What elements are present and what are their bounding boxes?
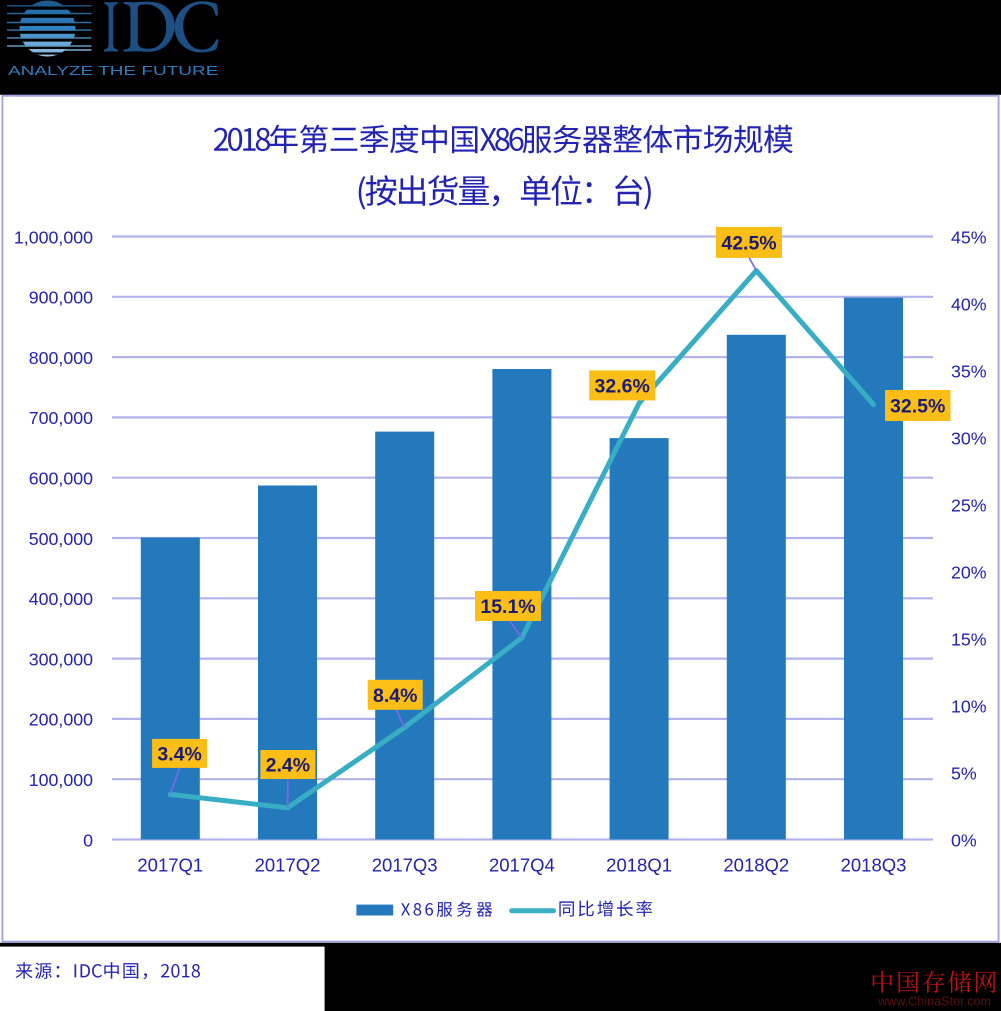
svg-text:3.4%: 3.4% (157, 743, 201, 765)
svg-text:5%: 5% (951, 763, 977, 783)
svg-text:0%: 0% (951, 830, 977, 850)
svg-text:15%: 15% (951, 629, 987, 649)
svg-text:300,000: 300,000 (29, 649, 93, 669)
svg-text:2.4%: 2.4% (266, 755, 310, 777)
svg-text:20%: 20% (951, 562, 987, 582)
svg-text:1,000,000: 1,000,000 (14, 227, 93, 247)
svg-text:42.5%: 42.5% (721, 232, 776, 254)
svg-text:600,000: 600,000 (29, 469, 93, 489)
svg-text:500,000: 500,000 (29, 529, 93, 549)
svg-text:15.1%: 15.1% (480, 596, 535, 618)
svg-text:2017Q1: 2017Q1 (137, 855, 203, 876)
svg-text:ANALYZE THE FUTURE: ANALYZE THE FUTURE (8, 63, 218, 78)
svg-text:400,000: 400,000 (29, 589, 93, 609)
svg-text:2018Q3: 2018Q3 (841, 855, 907, 876)
svg-text:45%: 45% (951, 227, 987, 247)
svg-text:100,000: 100,000 (29, 770, 93, 790)
svg-text:2017Q4: 2017Q4 (489, 855, 555, 876)
svg-text:2017Q3: 2017Q3 (372, 855, 438, 876)
svg-text:10%: 10% (951, 696, 987, 716)
svg-text:0: 0 (83, 830, 93, 850)
svg-text:32.6%: 32.6% (595, 375, 650, 397)
svg-text:40%: 40% (951, 294, 987, 314)
svg-text:2018Q1: 2018Q1 (606, 855, 672, 876)
svg-text:700,000: 700,000 (29, 408, 93, 428)
svg-text:800,000: 800,000 (29, 348, 93, 368)
svg-text:2017Q2: 2017Q2 (255, 855, 321, 876)
svg-text:8.4%: 8.4% (373, 685, 417, 707)
svg-text:200,000: 200,000 (29, 710, 93, 730)
svg-text:2018Q2: 2018Q2 (723, 855, 789, 876)
svg-text:32.5%: 32.5% (890, 396, 945, 418)
svg-text:35%: 35% (951, 361, 987, 381)
svg-text:www.ChinaStor.com: www.ChinaStor.com (877, 994, 991, 1009)
svg-text:30%: 30% (951, 428, 987, 448)
svg-text:25%: 25% (951, 495, 987, 515)
svg-text:900,000: 900,000 (29, 288, 93, 308)
